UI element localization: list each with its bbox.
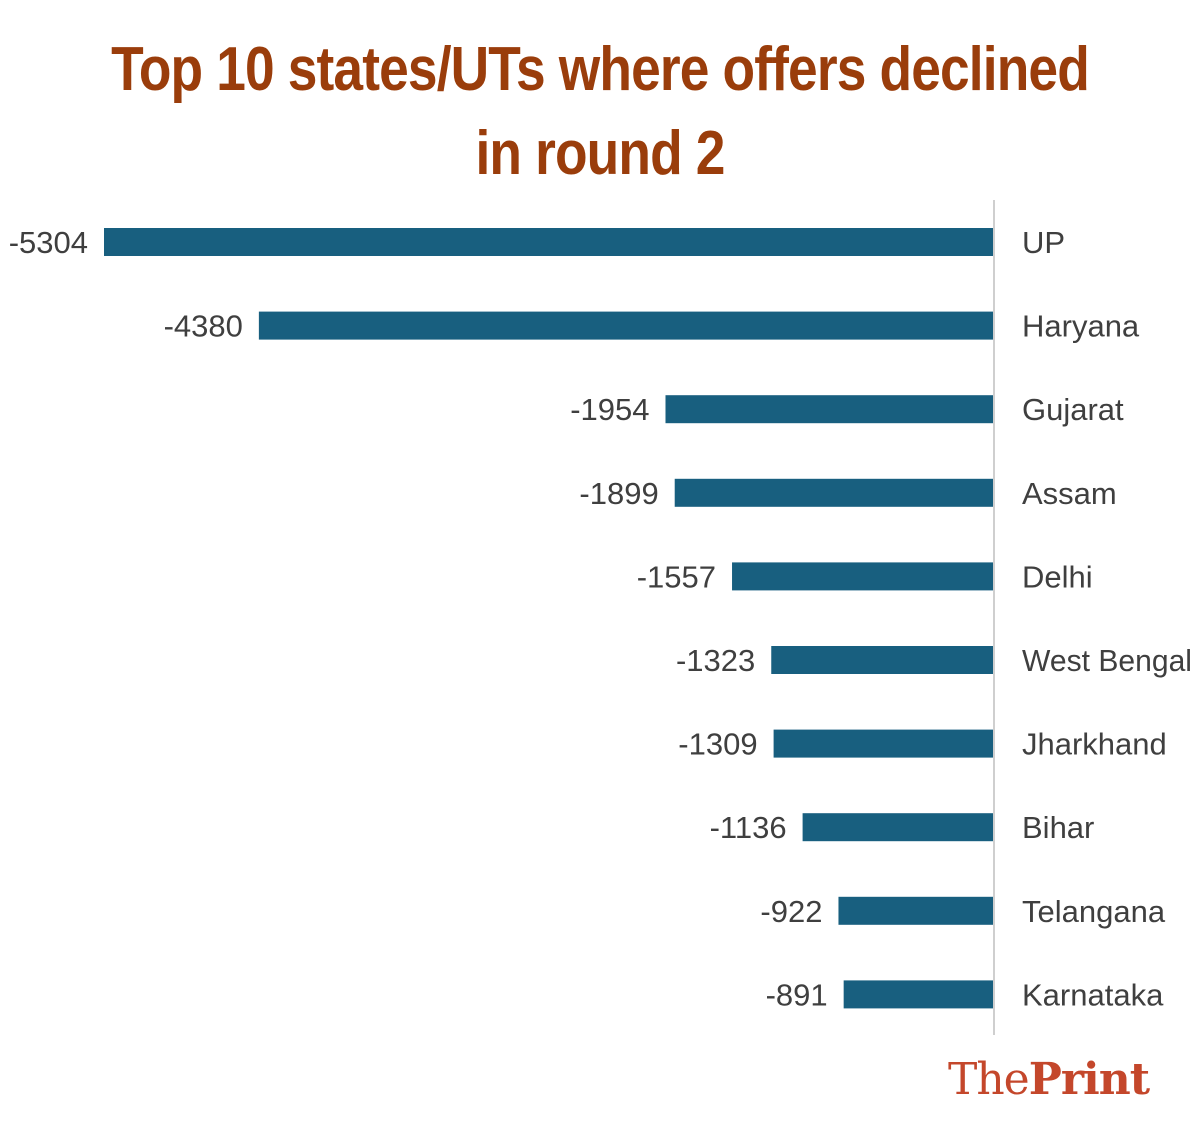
data-label: -4380 <box>164 309 243 344</box>
category-label: Haryana <box>1022 309 1140 344</box>
chart-title-line-1: Top 10 states/UTs where offers declined <box>111 35 1090 104</box>
bar-assam <box>674 478 993 507</box>
data-label: -5304 <box>9 225 88 260</box>
bar-telangana <box>838 896 993 925</box>
category-label: UP <box>1022 225 1065 260</box>
data-label: -1557 <box>637 559 716 594</box>
category-label: Bihar <box>1022 810 1094 845</box>
data-label: -1323 <box>676 643 755 678</box>
category-label: Delhi <box>1022 559 1093 594</box>
logo-print: Print <box>1028 1054 1150 1105</box>
category-label: Gujarat <box>1022 392 1124 427</box>
data-label: -922 <box>760 894 822 929</box>
logo-the: The <box>948 1054 1030 1105</box>
chart-title-line-2: in round 2 <box>475 119 725 188</box>
data-label: -1899 <box>579 476 658 511</box>
bar-jharkhand <box>773 729 993 758</box>
bar-up <box>104 228 993 256</box>
bar-karnataka <box>843 980 993 1009</box>
theprint-logo: ThePrint <box>948 1052 1150 1108</box>
bar-haryana <box>258 311 993 340</box>
category-label: West Bengal <box>1022 643 1192 678</box>
category-label: Assam <box>1022 476 1117 511</box>
bar-delhi <box>732 562 993 591</box>
category-label: Karnataka <box>1022 977 1164 1012</box>
chart-title: Top 10 states/UTs where offers declined … <box>84 28 1116 196</box>
category-label: Telangana <box>1022 894 1166 929</box>
data-label: -1136 <box>710 810 787 845</box>
category-label: Jharkhand <box>1022 727 1167 762</box>
bar-gujarat <box>665 395 993 424</box>
bar-bihar <box>802 813 993 842</box>
bar-west-bengal <box>771 646 993 674</box>
data-label: -1954 <box>570 392 649 427</box>
data-label: -1309 <box>678 727 757 762</box>
data-label: -891 <box>766 977 828 1012</box>
